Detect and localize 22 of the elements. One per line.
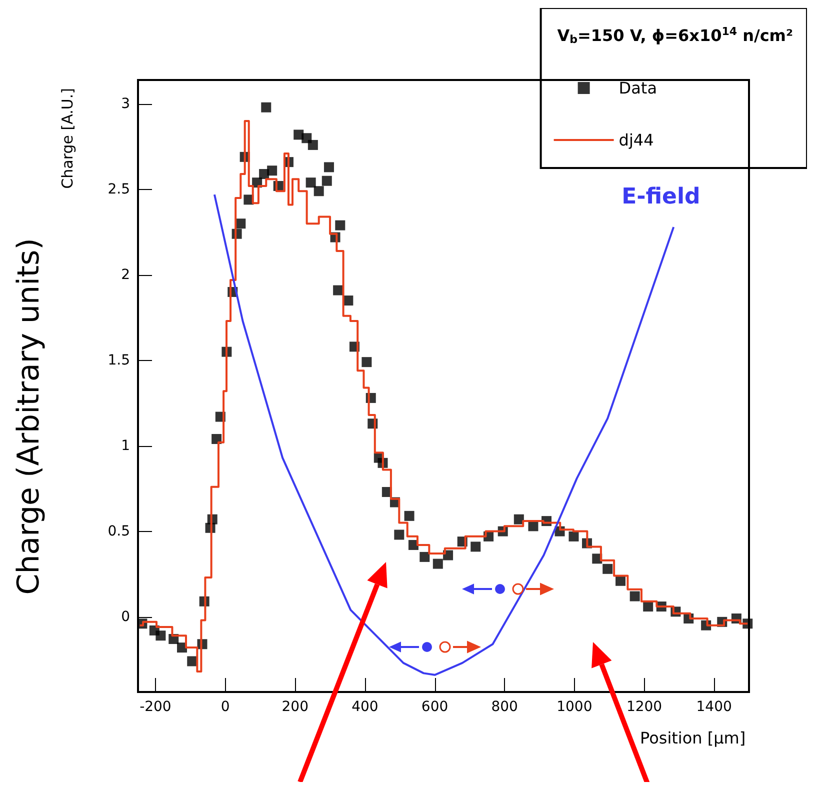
- y-axis-title: Charge [A.U.]: [58, 88, 76, 189]
- x-tick-label: -200: [140, 699, 172, 715]
- x-tick-label: 800: [491, 699, 518, 715]
- legend-label: dj44: [618, 130, 654, 150]
- y-tick-label: 1.5: [108, 352, 130, 368]
- y-tick-label: 2: [121, 266, 130, 283]
- legend-label: Data: [618, 78, 657, 98]
- y-tick-label: 3: [121, 96, 130, 112]
- x-axis-title: Position [µm]: [640, 728, 746, 748]
- y-tick-label: 0.5: [108, 523, 130, 540]
- x-tick-label: 0: [220, 699, 230, 715]
- y-tick-label: 2.5: [108, 181, 130, 198]
- y-tick-label: 1: [121, 438, 130, 454]
- x-tick-label: 1000: [556, 699, 592, 715]
- x-tick-label: 1200: [626, 699, 662, 715]
- y-tick-label: 0: [121, 608, 130, 625]
- text: Charge (Arbitrary units): [12, 238, 46, 595]
- series-label: E-field: [622, 184, 700, 210]
- x-tick-label: 600: [421, 699, 448, 715]
- x-tick-label: 400: [352, 699, 378, 715]
- x-tick-label: 1400: [696, 699, 732, 715]
- x-tick-label: 200: [282, 699, 308, 715]
